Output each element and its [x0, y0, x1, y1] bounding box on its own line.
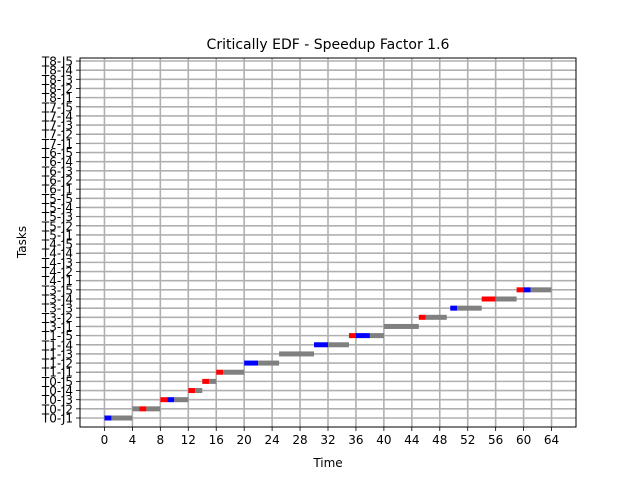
y-tick-label: T1-J3	[41, 347, 73, 361]
y-tick-label: T3-J4	[41, 293, 73, 307]
bar-segment-t3-j3	[457, 305, 482, 311]
x-tick-label: 40	[376, 433, 391, 447]
y-tick-label: T0-J1	[41, 412, 73, 426]
bar-segment-t0-j4	[188, 388, 196, 394]
x-tick-label: 32	[320, 433, 335, 447]
grid-layer	[80, 58, 576, 427]
bar-segment-t3-j5	[523, 287, 531, 293]
y-axis: T0-J1T0-J2T0-J3T0-J4T0-J5T1-J1T1-J2T1-J3…	[41, 55, 80, 426]
y-tick-label: T8-J5	[41, 55, 73, 69]
bar-segment-t0-j4	[195, 388, 203, 394]
y-tick-label: T1-J4	[41, 338, 73, 352]
y-tick-label: T5-J4	[41, 201, 73, 215]
y-tick-label: T6-J3	[41, 164, 73, 178]
y-tick-label: T3-J2	[41, 311, 73, 325]
bar-segment-t1-j1	[216, 369, 224, 375]
bar-segment-t0-j5	[209, 378, 217, 384]
bar-segment-t0-j3	[160, 397, 168, 403]
bar-segment-t3-j1	[383, 323, 419, 329]
bar-segment-t1-j3	[279, 351, 315, 357]
bar-segment-t3-j5	[516, 287, 524, 293]
y-tick-label: T8-J4	[41, 64, 73, 78]
y-tick-label: T5-J5	[41, 192, 73, 206]
bar-segment-t1-j5	[355, 333, 370, 339]
y-tick-label: T5-J2	[41, 219, 73, 233]
bar-segment-t0-j2	[132, 406, 140, 412]
x-tick-label: 0	[101, 433, 109, 447]
bar-segment-t1-j5	[369, 333, 384, 339]
y-tick-label: T6-J2	[41, 174, 73, 188]
x-tick-label: 48	[432, 433, 447, 447]
y-tick-label: T7-J4	[41, 109, 73, 123]
x-tick-label: 12	[181, 433, 196, 447]
y-tick-label: T8-J2	[41, 82, 73, 96]
bar-segment-t0-j3	[167, 397, 175, 403]
y-tick-label: T4-J4	[41, 247, 73, 261]
bar-segment-t3-j4	[495, 296, 517, 302]
y-tick-label: T1-J1	[41, 366, 73, 380]
chart-title: Critically EDF - Speedup Factor 1.6	[207, 37, 450, 53]
y-tick-label: T6-J4	[41, 155, 73, 169]
y-tick-label: T4-J2	[41, 265, 73, 279]
x-tick-label: 44	[404, 433, 419, 447]
bar-segment-t1-j1	[223, 369, 245, 375]
x-tick-label: 4	[129, 433, 137, 447]
y-tick-label: T7-J5	[41, 100, 73, 114]
x-tick-label: 28	[292, 433, 307, 447]
y-tick-label: T4-J5	[41, 238, 73, 252]
y-tick-label: T6-J5	[41, 146, 73, 160]
bars-layer	[104, 287, 552, 421]
y-tick-label: T5-J3	[41, 210, 73, 224]
y-tick-label: T7-J2	[41, 128, 73, 142]
bar-segment-t0-j3	[174, 397, 189, 403]
x-tick-label: 16	[209, 433, 224, 447]
y-tick-label: T8-J1	[41, 91, 73, 105]
y-tick-label: T5-J1	[41, 228, 73, 242]
y-tick-label: T4-J1	[41, 274, 73, 288]
x-tick-label: 52	[460, 433, 475, 447]
bar-segment-t1-j2	[258, 360, 280, 366]
bar-segment-t3-j3	[450, 305, 458, 311]
x-tick-label: 64	[544, 433, 559, 447]
bar-segment-t0-j2	[139, 406, 147, 412]
y-tick-label: T0-J3	[41, 393, 73, 407]
y-tick-label: T1-J5	[41, 329, 73, 343]
bar-segment-t0-j1	[111, 415, 133, 421]
x-tick-label: 60	[516, 433, 531, 447]
bar-segment-t3-j2	[418, 314, 426, 320]
y-tick-label: T4-J3	[41, 256, 73, 270]
x-tick-label: 8	[157, 433, 165, 447]
y-tick-label: T7-J1	[41, 137, 73, 151]
x-tick-label: 56	[488, 433, 503, 447]
bar-segment-t0-j2	[146, 406, 161, 412]
y-tick-label: T0-J4	[41, 384, 73, 398]
bar-segment-t3-j5	[530, 287, 552, 293]
y-tick-label: T0-J5	[41, 375, 73, 389]
x-tick-label: 24	[264, 433, 279, 447]
bar-segment-t3-j2	[425, 314, 447, 320]
y-tick-label: T3-J5	[41, 283, 73, 297]
y-tick-label: T0-J2	[41, 402, 73, 416]
bar-segment-t0-j1	[104, 415, 112, 421]
bar-segment-t1-j5	[348, 333, 356, 339]
x-tick-label: 36	[348, 433, 363, 447]
x-axis-label: Time	[312, 456, 342, 470]
y-tick-label: T3-J3	[41, 302, 73, 316]
bar-segment-t1-j4	[314, 342, 328, 348]
bar-segment-t1-j4	[328, 342, 349, 348]
y-axis-label: Tasks	[15, 226, 29, 259]
y-tick-label: T1-J2	[41, 357, 73, 371]
bar-segment-t0-j5	[202, 378, 210, 384]
bar-segment-t1-j2	[244, 360, 259, 366]
x-tick-label: 20	[237, 433, 252, 447]
x-axis: 0 4 8 12 16 20 24 28 32 36 40 44 48 52 56 60 64	[101, 427, 559, 447]
bar-segment-t3-j4	[481, 296, 496, 302]
y-tick-label: T6-J1	[41, 183, 73, 197]
y-tick-label: T8-J3	[41, 73, 73, 87]
y-tick-label: T7-J3	[41, 119, 73, 133]
y-tick-label: T3-J1	[41, 320, 73, 334]
